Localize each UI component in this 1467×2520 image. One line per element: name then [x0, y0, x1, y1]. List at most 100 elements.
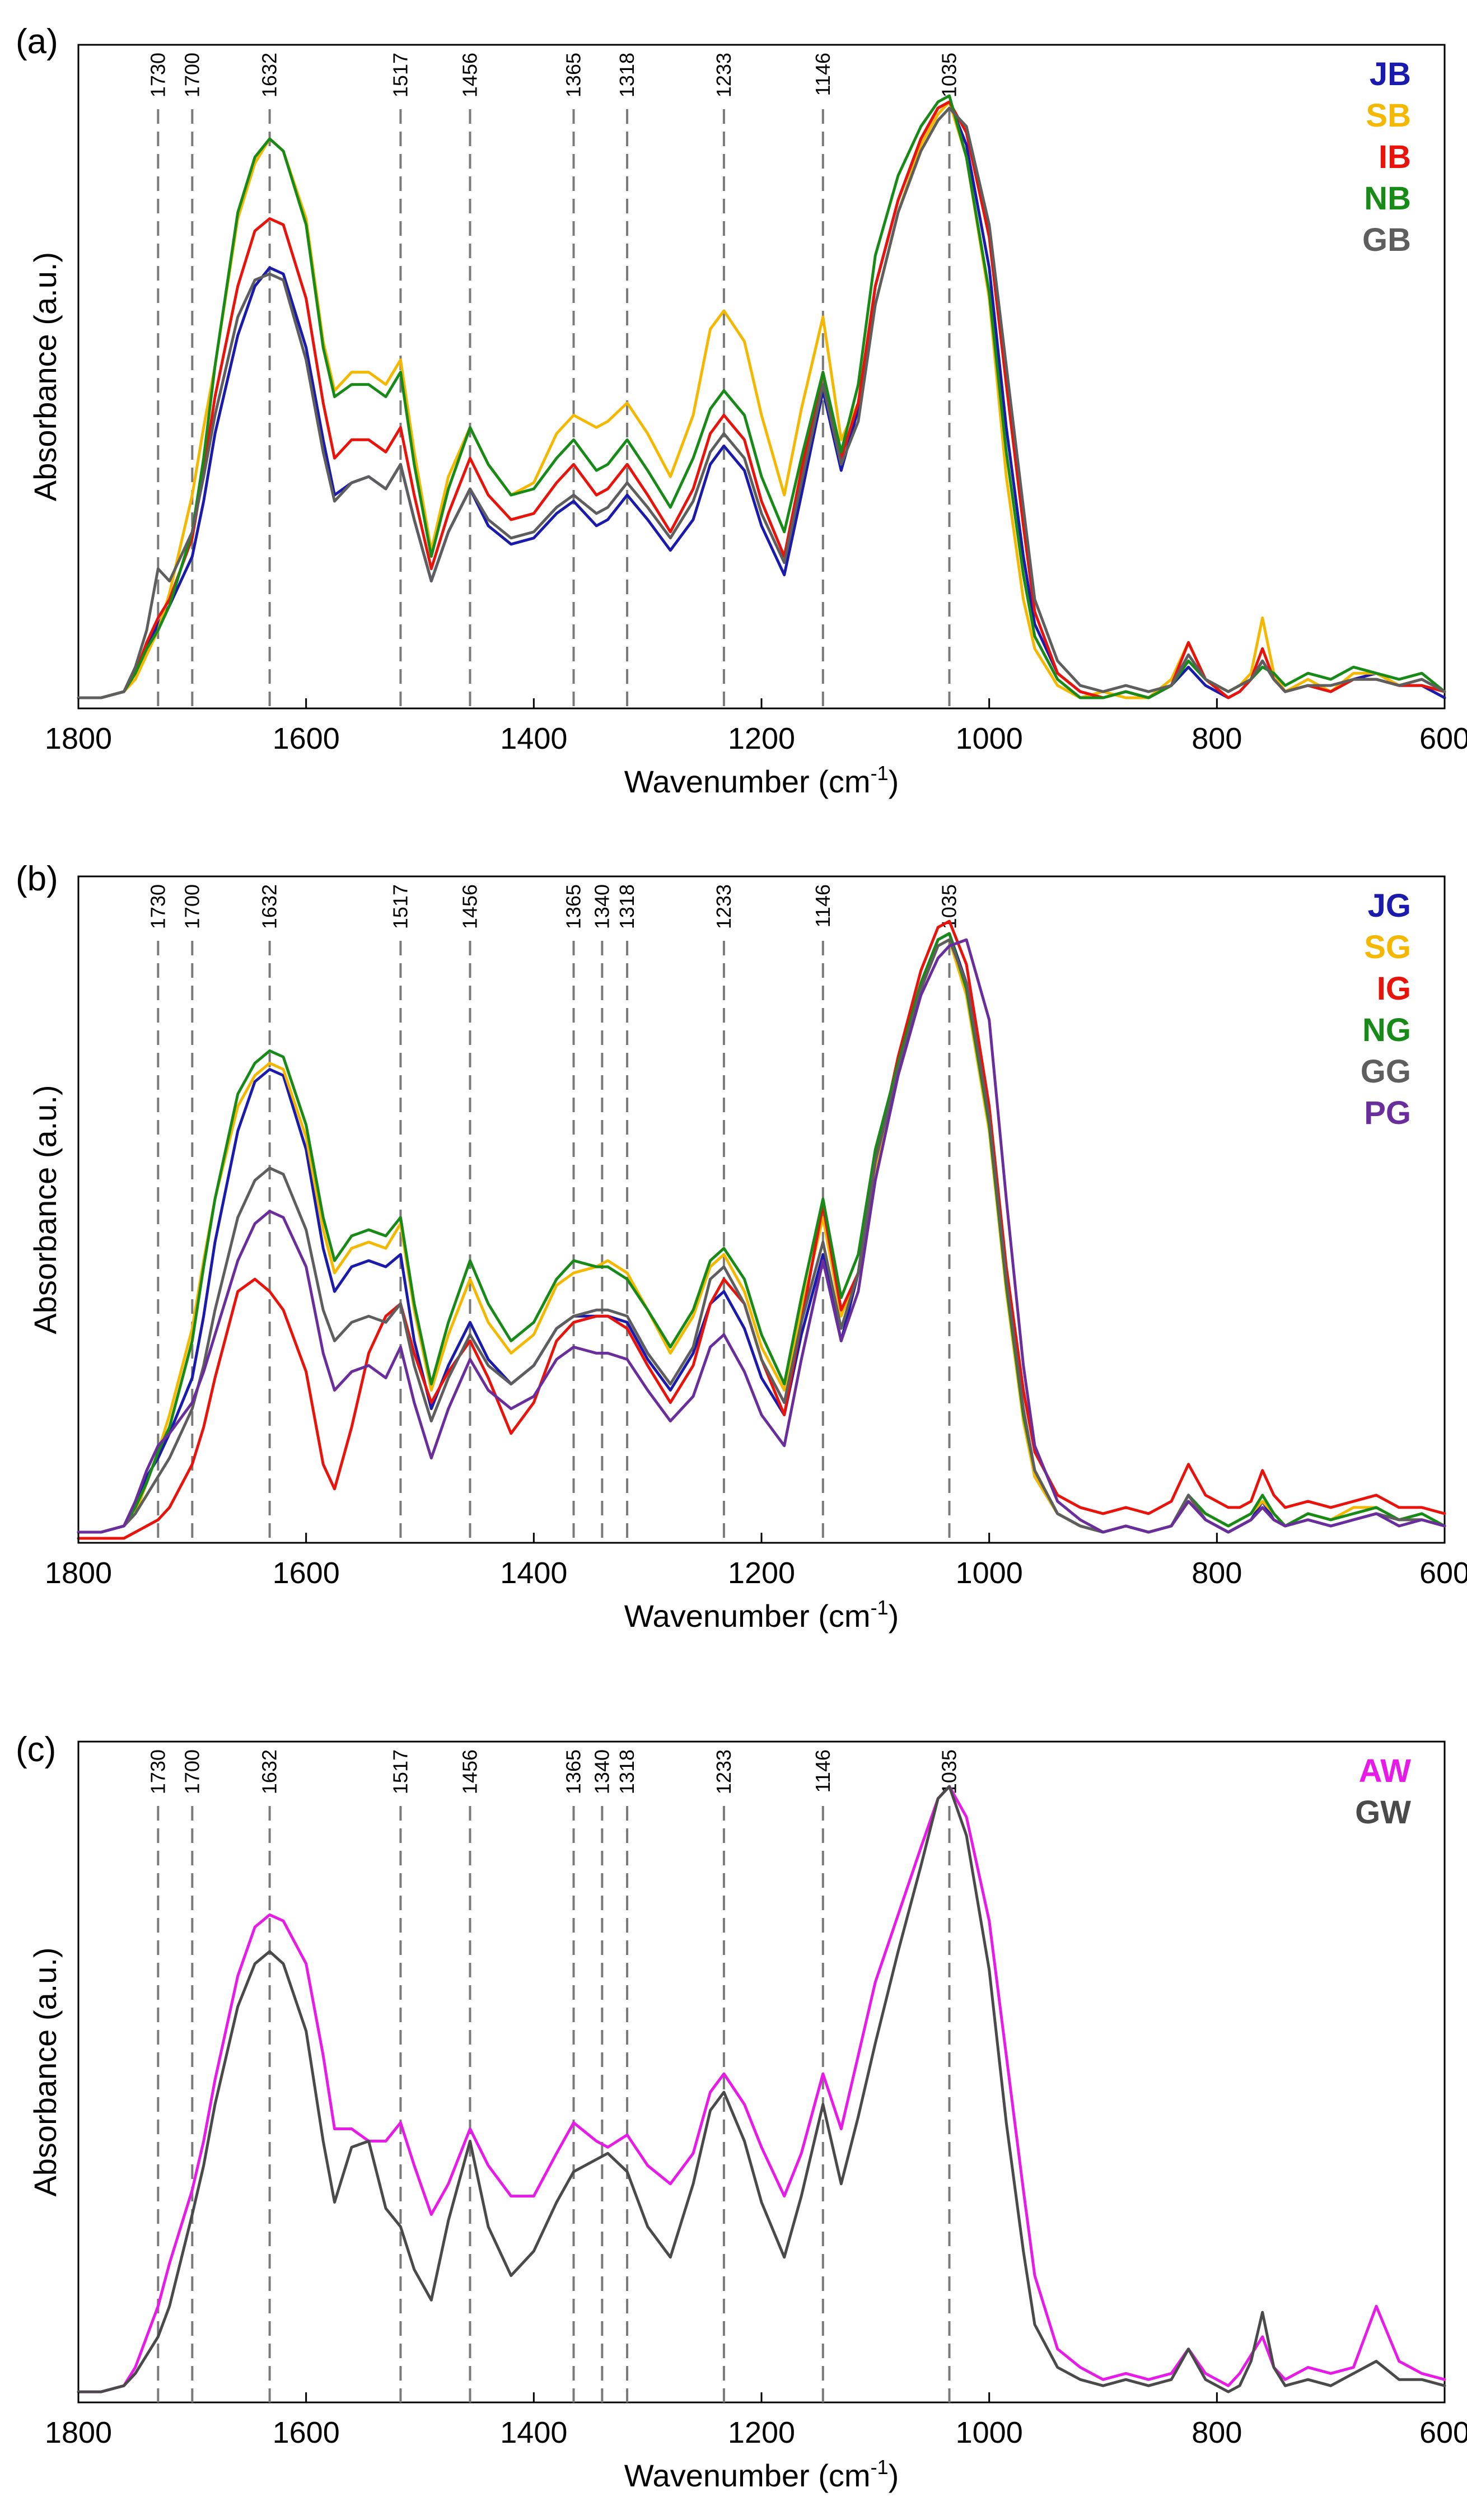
chart-panel-1: (b) 1730 1700 1632 1517 1456 1365 1340 1318 1233 1… — [16, 860, 1467, 1634]
plot-frame — [77, 1740, 1446, 2404]
peak-label: 1318 — [615, 884, 638, 929]
peak-label: 1035 — [938, 53, 961, 97]
peak-label: 1517 — [389, 53, 412, 97]
series-line-ib — [77, 100, 1446, 699]
peak-label: 1456 — [458, 53, 481, 97]
legend-entry: SG — [1364, 929, 1411, 965]
series-line-sb — [77, 100, 1446, 699]
peak-label: 1340 — [590, 884, 613, 929]
x-tick-label: 1600 — [273, 1556, 340, 1590]
series-line-jb — [77, 100, 1446, 699]
x-tick-label: 800 — [1192, 2416, 1242, 2449]
x-tick-label: 1000 — [956, 1556, 1023, 1590]
peak-label: 1517 — [389, 1749, 412, 1794]
peak-label: 1700 — [180, 884, 203, 929]
x-tick-label: 1400 — [500, 2416, 567, 2449]
legend-entry: JG — [1368, 888, 1411, 924]
panel-label: (b) — [16, 860, 58, 898]
x-tick-label: 1200 — [728, 2416, 795, 2449]
x-tick-label: 1200 — [728, 722, 795, 755]
legend-entry: GG — [1361, 1053, 1411, 1090]
x-tick-label: 1600 — [273, 2416, 340, 2449]
peak-label: 1318 — [615, 1749, 638, 1794]
x-tick-label: 800 — [1192, 1556, 1242, 1590]
x-axis-label-sup: -1 — [871, 2456, 889, 2479]
peak-label: 1146 — [811, 1749, 834, 1793]
peak-label: 1233 — [712, 1749, 735, 1794]
x-axis-label: Wavenumber (cm-1) — [624, 1596, 899, 1634]
x-tick-label: 800 — [1192, 722, 1242, 755]
x-tick-label: 1800 — [45, 2416, 112, 2449]
panel-label: (c) — [16, 1730, 56, 1769]
x-axis-label-main: Wavenumber (cm — [624, 2458, 871, 2493]
y-axis-label: Absorbance (a.u.) — [27, 1085, 63, 1334]
peak-label: 1456 — [458, 884, 481, 929]
peak-label: 1456 — [458, 1749, 481, 1794]
chart-panel-2: (c) 1730 1700 1632 1517 1456 1365 1340 1318 1233 1… — [16, 1730, 1467, 2493]
x-axis-label-sup: -1 — [871, 762, 889, 785]
legend-entry: NB — [1364, 180, 1411, 217]
x-tick-label: 1000 — [956, 2416, 1023, 2449]
series-line-nb — [77, 94, 1446, 699]
x-axis-label-main: Wavenumber (cm — [624, 1598, 871, 1634]
x-tick-label: 1600 — [273, 722, 340, 755]
series-line-pg — [77, 938, 1446, 1534]
legend-entry: IG — [1377, 970, 1411, 1007]
legend-entry: GB — [1362, 222, 1411, 258]
peak-label: 1730 — [146, 884, 169, 929]
peak-label: 1340 — [590, 1749, 613, 1794]
peak-label: 1632 — [258, 53, 281, 97]
series-line-gg — [77, 938, 1446, 1534]
peak-label: 1365 — [562, 884, 585, 929]
peak-label: 1233 — [712, 884, 735, 929]
peak-label: 1632 — [258, 1749, 281, 1794]
series-line-jg — [77, 932, 1446, 1534]
legend-entry: IB — [1379, 139, 1411, 175]
series-line-aw — [77, 1785, 1446, 2393]
legend-entry: GW — [1355, 1794, 1411, 1831]
series-line-ng — [77, 932, 1446, 1534]
y-axis-label: Absorbance (a.u.) — [27, 1947, 63, 2196]
x-tick-label: 1400 — [500, 1556, 567, 1590]
x-tick-label: 1200 — [728, 1556, 795, 1590]
x-axis-label: Wavenumber (cm-1) — [624, 762, 899, 799]
x-axis-label: Wavenumber (cm-1) — [624, 2456, 899, 2493]
legend-entry: SB — [1366, 97, 1411, 134]
series-line-gw — [77, 1785, 1446, 2393]
peak-label: 1365 — [562, 53, 585, 97]
legend-entry: PG — [1364, 1095, 1411, 1131]
x-tick-label: 1400 — [500, 722, 567, 755]
peak-label: 1365 — [562, 1749, 585, 1794]
peak-label: 1632 — [258, 884, 281, 929]
plot-frame — [77, 875, 1446, 1544]
x-tick-label: 1800 — [45, 1556, 112, 1590]
x-axis-label-end: ) — [889, 2458, 899, 2493]
series-line-ig — [77, 920, 1446, 1540]
peak-label: 1146 — [811, 53, 834, 96]
series-line-gb — [77, 106, 1446, 699]
x-tick-label: 600 — [1419, 1556, 1467, 1590]
legend-entry: JB — [1370, 56, 1411, 92]
x-tick-label: 1800 — [45, 722, 112, 755]
peak-label: 1233 — [712, 53, 735, 97]
plot-frame — [77, 44, 1446, 710]
x-axis-label-main: Wavenumber (cm — [624, 764, 871, 799]
x-tick-label: 600 — [1419, 722, 1467, 755]
series-line-sg — [77, 938, 1446, 1534]
x-tick-label: 1000 — [956, 722, 1023, 755]
x-axis-label-sup: -1 — [871, 1596, 889, 1619]
peak-label: 1730 — [146, 53, 169, 97]
panel-label: (a) — [16, 22, 58, 61]
peak-label: 1730 — [146, 1749, 169, 1794]
chart-panel-0: (a) 1730 1700 1632 1517 1456 1365 1318 1233 1146 1… — [16, 22, 1467, 799]
legend-entry: AW — [1359, 1753, 1412, 1789]
peak-label: 1700 — [180, 1749, 203, 1794]
x-axis-label-end: ) — [889, 1598, 899, 1634]
y-axis-label: Absorbance (a.u.) — [27, 252, 63, 501]
x-tick-label: 600 — [1419, 2416, 1467, 2449]
peak-label: 1146 — [811, 884, 834, 927]
legend-entry: NG — [1362, 1012, 1411, 1048]
peak-label: 1318 — [615, 53, 638, 97]
peak-label: 1700 — [180, 53, 203, 97]
